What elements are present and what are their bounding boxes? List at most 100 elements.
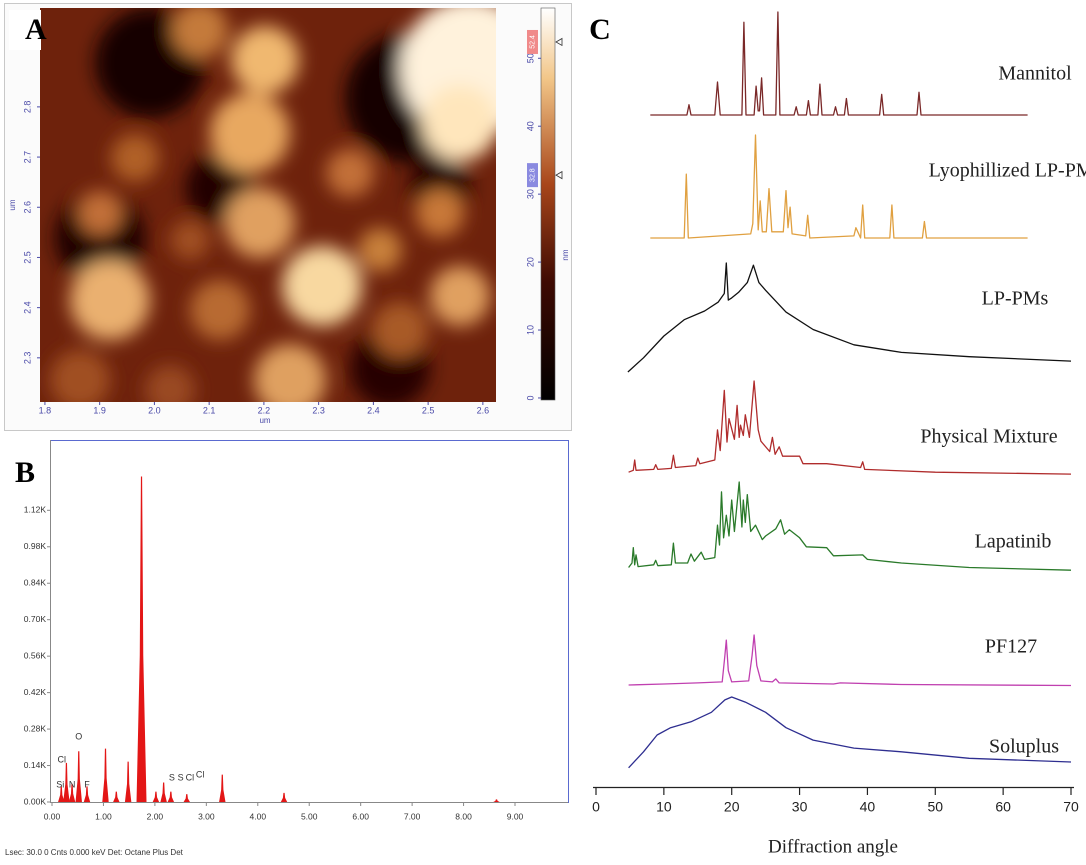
peak — [160, 782, 167, 802]
peak-annotation: F — [84, 779, 90, 789]
x-tick-label: 9.00 — [507, 811, 524, 821]
peak — [63, 762, 70, 802]
x-tick-label: 0.00 — [44, 811, 61, 821]
x-axis-label: Diffraction angle — [768, 836, 898, 857]
y-axis-label: um — [8, 199, 17, 210]
x-tick-label: 30 — [792, 799, 808, 815]
colorbar-tick-label: 10 — [525, 325, 535, 335]
xrd-line — [628, 696, 1072, 769]
series-label: Physical Mixture — [920, 426, 1057, 448]
colorbar-marker — [555, 170, 563, 180]
x-tick-label: 1.8 — [39, 405, 52, 415]
y-tick-label: 2.7 — [22, 151, 32, 164]
peak — [280, 792, 288, 802]
x-tick-label: 1.9 — [93, 405, 106, 415]
peak-annotation: Cl — [196, 769, 205, 779]
x-tick-label: 6.00 — [352, 811, 369, 821]
peak — [102, 748, 109, 802]
peak-annotation: Cl — [58, 754, 67, 764]
peak-annotation: S — [169, 772, 175, 782]
xrd-line — [628, 481, 1072, 571]
x-tick-label: 2.5 — [422, 405, 435, 415]
colorbar-tick-label: 20 — [525, 257, 535, 267]
series-label: Soluplus — [989, 736, 1059, 758]
colorbar-label: nm — [561, 249, 570, 260]
y-tick-label: 2.6 — [22, 201, 32, 214]
y-tick-label: 2.4 — [22, 301, 32, 314]
y-tick-label: 0.70K — [24, 614, 47, 624]
peak-annotation: S — [178, 772, 184, 782]
peak — [136, 476, 147, 802]
x-tick-label: 2.0 — [148, 405, 161, 415]
colorbar-marker-label: 52.4 — [529, 35, 536, 49]
series-label: Lapatinib — [975, 531, 1052, 553]
y-tick-label: 0.84K — [24, 577, 47, 587]
panel-label: A — [25, 13, 47, 46]
y-tick-label: 0.00K — [24, 796, 47, 806]
x-tick-label: 2.6 — [477, 405, 490, 415]
footer: Lsec: 30.0 0 Cnts 0.000 keV Det: Octane … — [5, 848, 184, 857]
colorbar-tick-label: 0 — [525, 395, 535, 400]
x-tick-label: 4.00 — [250, 811, 267, 821]
peak — [83, 786, 91, 802]
y-tick-label: 0.42K — [24, 687, 47, 697]
y-tick-label: 0.98K — [24, 541, 47, 551]
colorbar-marker-box — [527, 29, 538, 54]
xrd-line — [628, 634, 1072, 687]
colorbar-tick-label: 50 — [525, 53, 535, 63]
series-label: PF127 — [985, 636, 1037, 658]
y-tick-label: 2.5 — [22, 251, 32, 264]
peak-annotation: Si — [56, 779, 64, 789]
peak — [493, 799, 500, 802]
x-tick-label: 3.00 — [198, 811, 215, 821]
y-tick-label: 0.28K — [24, 723, 47, 733]
x-tick-label: 50 — [927, 799, 943, 815]
x-tick-label: 7.00 — [404, 811, 421, 821]
peak-annotation: Cl — [186, 772, 195, 782]
colorbar-marker-label: 32.8 — [529, 168, 536, 182]
peak — [183, 794, 190, 802]
x-tick-label: 1.00 — [95, 811, 112, 821]
xrd-line — [650, 11, 1028, 116]
y-tick-label: 2.3 — [22, 352, 32, 365]
x-tick-label: 2.2 — [258, 405, 271, 415]
x-axis-label: um — [259, 416, 270, 425]
x-tick-label: 70 — [1063, 799, 1079, 815]
peak — [167, 791, 175, 802]
peak — [58, 786, 65, 802]
panel-label: B — [15, 456, 35, 489]
x-tick-label: 2.00 — [147, 811, 164, 821]
x-tick-label: 20 — [724, 799, 740, 815]
x-tick-label: 10 — [656, 799, 672, 815]
colorbar-tick-label: 30 — [525, 189, 535, 199]
peak — [124, 761, 132, 802]
xrd-line — [628, 380, 1072, 475]
peak-annotation: O — [75, 731, 82, 741]
xrd-line — [627, 262, 1072, 373]
x-tick-label: 5.00 — [301, 811, 318, 821]
x-tick-label: 8.00 — [455, 811, 472, 821]
series-label: Lyophillized LP-PMs — [929, 160, 1086, 182]
x-tick-label: 2.1 — [203, 405, 216, 415]
colorbar — [540, 7, 556, 401]
peak-annotation: N — [69, 779, 76, 789]
x-tick-label: 2.3 — [312, 405, 325, 415]
series-label: Mannitol — [998, 63, 1072, 85]
peak — [152, 791, 160, 802]
peak — [68, 783, 76, 802]
y-tick-label: 0.14K — [24, 760, 47, 770]
panel-label-box — [9, 453, 41, 493]
peak — [113, 791, 120, 802]
y-tick-label: 1.12K — [24, 505, 47, 515]
x-tick-label: 2.4 — [367, 405, 380, 415]
colorbar-tick-label: 40 — [525, 121, 535, 131]
y-tick-label: 0.56K — [24, 650, 47, 660]
xrd-line — [650, 134, 1028, 239]
colorbar-marker-box — [527, 163, 538, 188]
afm-image — [40, 8, 496, 402]
panel-label: C — [589, 13, 611, 46]
x-tick-label: 60 — [995, 799, 1011, 815]
x-tick-label: 40 — [860, 799, 876, 815]
colorbar-marker — [555, 37, 563, 47]
